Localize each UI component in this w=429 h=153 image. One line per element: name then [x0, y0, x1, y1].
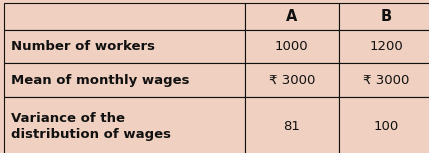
- Bar: [245, 30, 339, 63]
- Bar: [4, 97, 245, 153]
- Bar: [4, 30, 245, 63]
- Text: 81: 81: [283, 120, 300, 133]
- Bar: [339, 63, 429, 97]
- Bar: [339, 97, 429, 153]
- Text: 1000: 1000: [275, 40, 308, 53]
- Bar: [4, 3, 245, 30]
- Text: 1200: 1200: [369, 40, 403, 53]
- Bar: [245, 63, 339, 97]
- Text: Mean of monthly wages: Mean of monthly wages: [11, 74, 189, 87]
- Text: ₹ 3000: ₹ 3000: [363, 74, 409, 87]
- Text: ₹ 3000: ₹ 3000: [269, 74, 315, 87]
- Bar: [245, 97, 339, 153]
- Text: Variance of the
distribution of wages: Variance of the distribution of wages: [11, 112, 171, 141]
- Bar: [4, 63, 245, 97]
- Bar: [339, 30, 429, 63]
- Text: 100: 100: [374, 120, 399, 133]
- Bar: [339, 3, 429, 30]
- Bar: [245, 3, 339, 30]
- Text: Number of workers: Number of workers: [11, 40, 155, 53]
- Text: B: B: [381, 9, 392, 24]
- Text: A: A: [286, 9, 297, 24]
